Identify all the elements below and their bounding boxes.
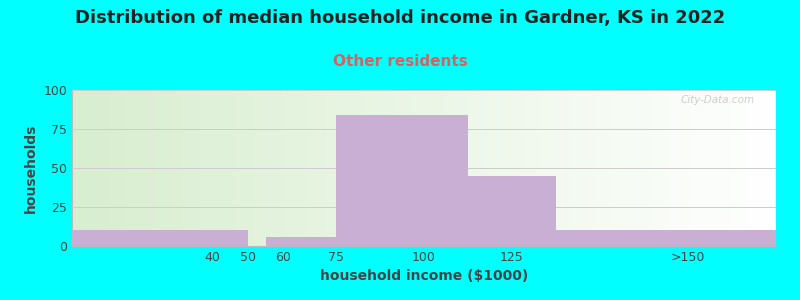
Bar <box>72 230 248 246</box>
X-axis label: household income ($1000): household income ($1000) <box>320 269 528 284</box>
Bar <box>266 237 336 246</box>
Bar <box>556 230 776 246</box>
Y-axis label: households: households <box>24 123 38 213</box>
Text: Distribution of median household income in Gardner, KS in 2022: Distribution of median household income … <box>75 9 725 27</box>
Bar <box>336 115 468 246</box>
Text: City-Data.com: City-Data.com <box>681 95 755 105</box>
Bar <box>468 176 556 246</box>
Text: Other residents: Other residents <box>333 54 467 69</box>
